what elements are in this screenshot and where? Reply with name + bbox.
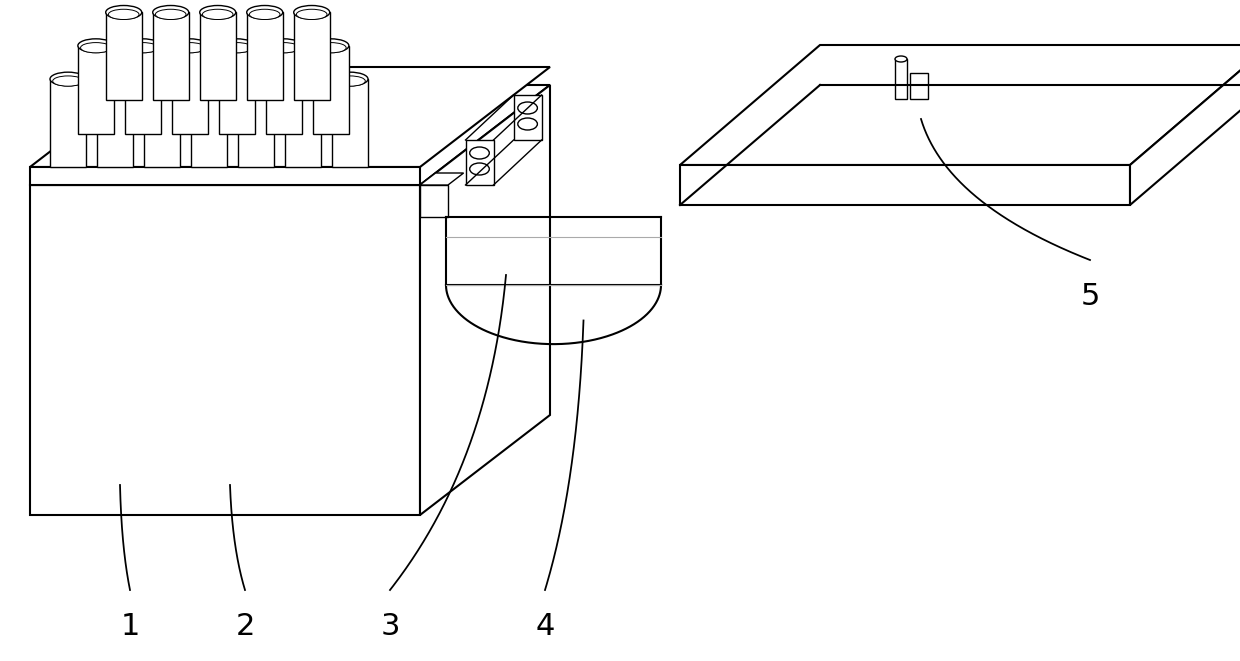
- Ellipse shape: [81, 42, 112, 53]
- Ellipse shape: [294, 5, 330, 19]
- Ellipse shape: [108, 9, 139, 20]
- Ellipse shape: [200, 5, 236, 19]
- Polygon shape: [420, 173, 464, 185]
- Text: 5: 5: [1080, 282, 1100, 311]
- Bar: [294, 13, 330, 100]
- Bar: [513, 95, 542, 140]
- Bar: [78, 46, 114, 134]
- Ellipse shape: [269, 42, 299, 53]
- Ellipse shape: [125, 39, 161, 52]
- Ellipse shape: [50, 72, 86, 86]
- Ellipse shape: [895, 56, 906, 62]
- Ellipse shape: [218, 39, 255, 52]
- Ellipse shape: [78, 39, 114, 52]
- Ellipse shape: [146, 76, 177, 86]
- Polygon shape: [420, 85, 551, 515]
- Ellipse shape: [247, 5, 283, 19]
- Bar: [144, 79, 180, 167]
- Text: 2: 2: [236, 612, 254, 641]
- Bar: [332, 79, 368, 167]
- Ellipse shape: [191, 72, 227, 86]
- Ellipse shape: [172, 39, 208, 52]
- Ellipse shape: [518, 118, 537, 130]
- Ellipse shape: [249, 9, 280, 20]
- Bar: [312, 46, 348, 134]
- Bar: [285, 79, 321, 167]
- Ellipse shape: [222, 42, 252, 53]
- Bar: [200, 13, 236, 100]
- Ellipse shape: [128, 42, 159, 53]
- Bar: [910, 73, 928, 99]
- Bar: [238, 79, 274, 167]
- Bar: [153, 13, 188, 100]
- Ellipse shape: [265, 39, 301, 52]
- Ellipse shape: [288, 76, 319, 86]
- Bar: [247, 13, 283, 100]
- Ellipse shape: [332, 72, 368, 86]
- Bar: [420, 185, 448, 217]
- Text: 1: 1: [120, 612, 140, 641]
- Bar: [465, 140, 494, 185]
- Ellipse shape: [285, 72, 321, 86]
- Ellipse shape: [335, 76, 366, 86]
- Ellipse shape: [155, 9, 186, 20]
- Ellipse shape: [470, 147, 490, 159]
- Ellipse shape: [52, 76, 83, 86]
- Ellipse shape: [193, 76, 224, 86]
- Bar: [30, 185, 420, 515]
- Ellipse shape: [202, 9, 233, 20]
- Text: 4: 4: [536, 612, 554, 641]
- Ellipse shape: [470, 163, 490, 175]
- Bar: [125, 46, 161, 134]
- Ellipse shape: [175, 42, 205, 53]
- Ellipse shape: [315, 42, 346, 53]
- Ellipse shape: [518, 102, 537, 114]
- Bar: [895, 59, 906, 99]
- Ellipse shape: [296, 9, 327, 20]
- Bar: [218, 46, 255, 134]
- Polygon shape: [30, 85, 551, 185]
- Bar: [50, 79, 86, 167]
- Ellipse shape: [144, 72, 180, 86]
- Bar: [191, 79, 227, 167]
- Bar: [97, 79, 133, 167]
- Polygon shape: [680, 165, 1130, 205]
- Polygon shape: [30, 167, 420, 185]
- Ellipse shape: [99, 76, 130, 86]
- Polygon shape: [680, 45, 1240, 165]
- Ellipse shape: [241, 76, 272, 86]
- Ellipse shape: [153, 5, 188, 19]
- Polygon shape: [1130, 45, 1240, 205]
- Text: 3: 3: [381, 612, 399, 641]
- Bar: [172, 46, 208, 134]
- Ellipse shape: [105, 5, 141, 19]
- Bar: [265, 46, 301, 134]
- Ellipse shape: [312, 39, 348, 52]
- Ellipse shape: [97, 72, 133, 86]
- Polygon shape: [30, 67, 551, 167]
- Bar: [105, 13, 141, 100]
- Ellipse shape: [238, 72, 274, 86]
